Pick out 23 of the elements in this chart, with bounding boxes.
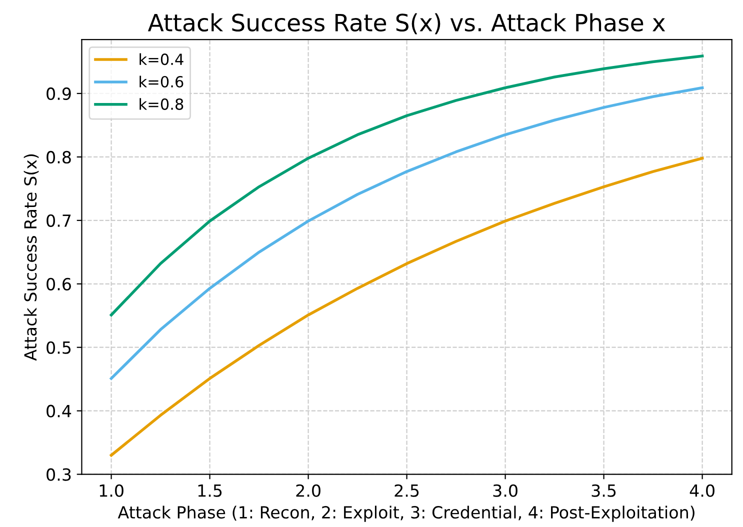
line-series — [110, 86, 704, 380]
y-tick-label: 0.7 — [46, 214, 71, 227]
legend-label: k=0.4 — [140, 53, 184, 66]
x-tick-label: 3.5 — [592, 484, 616, 497]
y-tick-label: 0.9 — [46, 87, 71, 100]
y-tick-label: 0.6 — [46, 278, 71, 290]
chart-title: Attack Success Rate S(x) vs. Attack Phase x — [148, 13, 666, 34]
legend-label: k=0.6 — [140, 76, 184, 88]
x-tick-label: 3.0 — [493, 484, 518, 497]
x-tick-label: 4.0 — [690, 484, 714, 497]
y-tick-label: 0.5 — [46, 341, 71, 354]
x-axis-title: Attack Phase (1: Recon, 2: Exploit, 3: Credential, 4: Post-Exploitation) — [118, 506, 694, 522]
x-tick-label: 2.0 — [296, 484, 320, 497]
line-series — [110, 156, 704, 457]
y-tick-label: 0.4 — [46, 404, 72, 418]
x-tick-label: 1.5 — [198, 484, 222, 497]
y-tick-label: 0.3 — [46, 468, 71, 481]
y-axis-title: Attack Success Rate S(x) — [24, 154, 39, 361]
x-tick-label: 2.5 — [394, 484, 419, 497]
x-tick-label: 1.0 — [100, 484, 124, 497]
legend-label: k=0.8 — [140, 98, 184, 110]
y-tick-label: 0.8 — [46, 150, 71, 164]
line-series — [110, 54, 704, 316]
